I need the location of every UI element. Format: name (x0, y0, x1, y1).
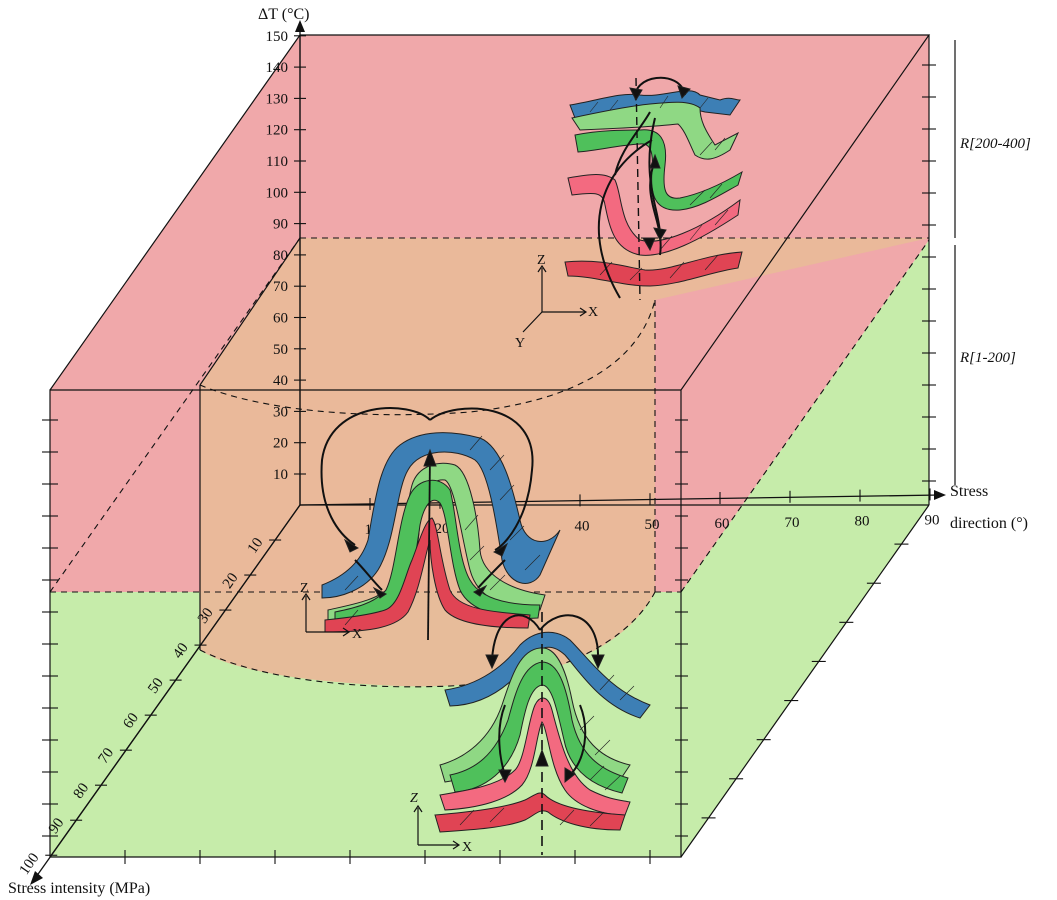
x-tick-label: 70 (785, 515, 800, 531)
middle-local-z-label: Z (300, 581, 309, 596)
x-tick-label: 40 (575, 518, 590, 534)
z-tick-label: 150 (266, 29, 289, 45)
z-tick-label: 100 (266, 185, 289, 201)
z-axis: ΔT (°C) 10 20 30 40 50 60 70 80 90 100 110 120 130 14… (258, 6, 310, 505)
middle-surface-cluster (320, 407, 561, 641)
z-axis-arrow-icon (295, 20, 305, 32)
z-axis-ticks: 10 20 30 40 50 60 70 80 90 100 110 120 130 140 150 (266, 29, 306, 483)
region-brackets: R[200-400] R[1-200] (954, 40, 1031, 485)
x-axis-title-line2: direction (°) (950, 515, 1028, 532)
z-tick-label: 60 (273, 311, 288, 327)
x-tick-label: 80 (855, 514, 870, 530)
middle-region (200, 238, 929, 687)
top-local-z-label: Z (537, 253, 546, 268)
z-tick-label: 70 (273, 279, 288, 295)
z-tick-label: 130 (266, 91, 289, 107)
bottom-pink-band (439, 697, 631, 816)
top-local-axes (522, 264, 588, 333)
z-tick-label: 40 (273, 373, 288, 389)
z-tick-label: 120 (266, 123, 289, 139)
top-green-band (574, 129, 743, 211)
z-tick-label: 30 (273, 404, 288, 420)
edge-tick-marks (42, 64, 936, 864)
upper-region-label: R[200-400] (959, 136, 1031, 152)
z-tick-label: 140 (266, 60, 289, 76)
bottom-red-band (434, 792, 626, 833)
z-tick-label: 110 (266, 154, 288, 170)
middle-blue-band (321, 432, 561, 599)
z-tick-label: 90 (273, 217, 288, 233)
x-axis-arrow-icon (934, 490, 946, 500)
x-tick-label: 90 (925, 512, 940, 528)
top-light-green-band (571, 101, 740, 160)
lower-region-label: R[1-200] (959, 350, 1016, 366)
z-tick-label: 10 (273, 467, 288, 483)
bottom-local-axes (413, 804, 461, 850)
top-local-y-label: Y (515, 336, 525, 351)
region-boundaries (49, 237, 930, 688)
z-tick-label: 50 (273, 342, 288, 358)
upper-region-right-face (681, 35, 929, 592)
y-axis-title: Stress intensity (MPa) (8, 880, 150, 897)
middle-red-band (324, 517, 531, 633)
z-axis-title: ΔT (°C) (258, 6, 310, 23)
middle-local-x-label: X (352, 627, 362, 642)
bottom-green-band (449, 661, 629, 794)
x-tick-label: 20 (435, 521, 450, 537)
bottom-surface-cluster (434, 612, 651, 855)
bottom-local-x-label: X (462, 840, 472, 855)
top-surface-cluster (564, 76, 743, 301)
y-axis-arrow-icon (30, 871, 43, 885)
top-local-x-label: X (588, 305, 598, 320)
x-axis-title-line1: Stress (950, 483, 988, 500)
top-pink-band (567, 174, 741, 256)
x-tick-label: 50 (645, 517, 660, 533)
z-tick-label: 20 (273, 436, 288, 452)
x-tick-label: 60 (715, 516, 730, 532)
bottom-local-z-label: Z (410, 791, 418, 806)
z-tick-label: 80 (273, 248, 288, 264)
middle-local-axes (301, 592, 351, 637)
